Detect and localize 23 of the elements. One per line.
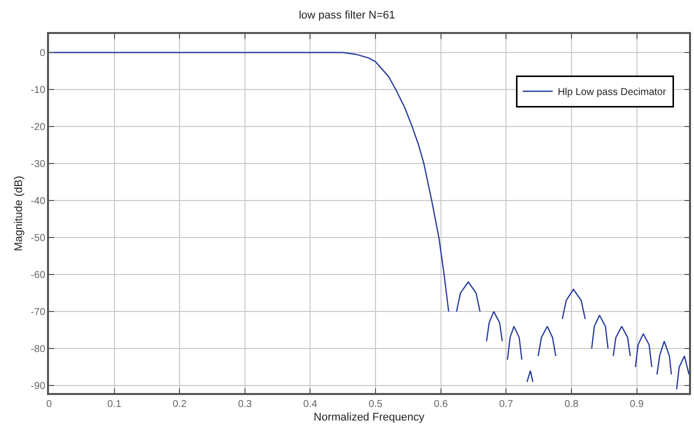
x-axis-title: Normalized Frequency [314,411,425,424]
y-tick-label: 0 [40,48,46,60]
x-tick-label: 0.8 [564,398,579,410]
legend-label: Hlp Low pass Decimator [558,87,667,98]
chart-title: low pass filter N=61 [298,10,396,22]
x-tick-label: 0.1 [107,398,122,410]
x-tick-label: 0.3 [238,398,252,410]
y-tick-label: -50 [30,233,46,244]
y-tick-label: -80 [30,344,46,356]
x-tick-label: 0.6 [434,398,448,410]
x-tick-label: 0.4 [303,398,318,410]
y-tick-label: -40 [30,196,46,208]
x-tick-label: 0.5 [368,398,383,410]
y-tick-label: -30 [30,159,46,170]
x-tick-label: 0.7 [499,398,514,410]
y-tick-label: -90 [30,381,46,392]
y-tick-label: -20 [30,122,46,134]
y-axis-title: Magnitude (dB) [12,176,25,252]
x-tick-label: 0.9 [630,398,644,410]
y-tick-label: -70 [30,307,46,318]
x-tick-label: 0.2 [172,398,187,410]
y-tick-label: -60 [30,270,46,282]
y-tick-label: -10 [30,85,46,96]
